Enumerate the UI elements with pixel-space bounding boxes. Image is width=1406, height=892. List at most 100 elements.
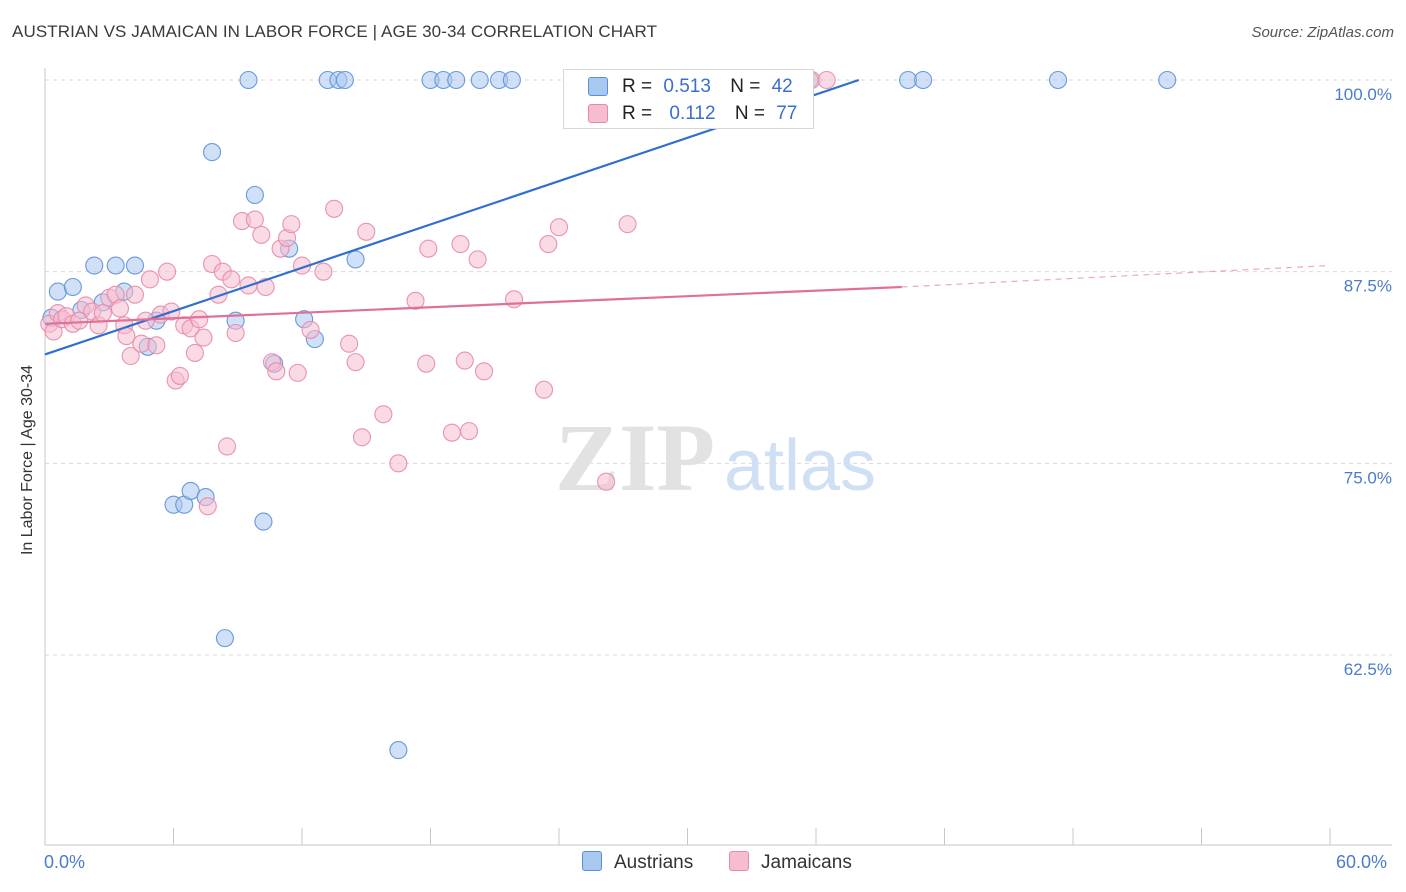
legend-r-value: 0.112	[669, 103, 716, 124]
data-point	[325, 199, 344, 218]
data-point	[618, 215, 637, 234]
data-point	[217, 437, 237, 456]
data-point	[158, 262, 177, 281]
data-point	[226, 323, 245, 343]
data-point	[419, 239, 438, 258]
source-label: Source: ZipAtlas.com	[1251, 24, 1394, 41]
legend-swatch-pink	[588, 104, 608, 123]
data-point	[170, 366, 189, 385]
legend-n-label: N =	[730, 76, 761, 97]
data-point	[451, 235, 470, 254]
y-tick-label: 100.0%	[1334, 85, 1392, 104]
data-point	[125, 256, 144, 275]
data-point	[597, 472, 616, 491]
data-point	[502, 70, 521, 90]
bottom-legend-jamaicans: Jamaicans	[729, 851, 852, 874]
watermark-atlas: atlas	[724, 426, 876, 506]
data-point	[417, 354, 436, 373]
data-point	[106, 256, 125, 275]
legend-r-value: 0.513	[663, 76, 711, 97]
axes	[44, 68, 1392, 846]
data-point	[252, 225, 271, 244]
data-point	[346, 353, 365, 372]
data-point	[389, 741, 408, 760]
data-point	[346, 250, 365, 269]
data-point	[222, 270, 241, 289]
data-point	[468, 250, 487, 269]
data-point	[70, 311, 89, 330]
data-point	[534, 380, 554, 399]
legend-r-label: R =	[622, 76, 653, 97]
legend-n-value: 77	[776, 103, 798, 124]
data-point	[256, 277, 275, 297]
data-point	[110, 299, 130, 318]
data-point	[340, 334, 359, 353]
legend-r-label: R =	[622, 103, 653, 124]
data-point	[470, 70, 489, 90]
stats-legend: R = 0.513 N = 42 R = 0.112 N = 77	[563, 69, 814, 129]
series-jamaicans	[40, 70, 836, 516]
data-point	[314, 262, 333, 281]
data-point	[185, 343, 204, 362]
data-point	[198, 497, 217, 516]
data-point	[147, 336, 166, 355]
data-point	[93, 304, 112, 323]
x-axis-min-label: 0.0%	[44, 852, 86, 872]
data-point	[352, 428, 372, 447]
data-point	[254, 512, 273, 531]
data-point	[121, 346, 140, 366]
data-point	[245, 210, 264, 229]
trend-line-extension	[901, 264, 1331, 288]
data-point	[190, 310, 209, 329]
data-point	[549, 218, 569, 237]
data-point	[239, 70, 258, 90]
y-tick-label: 75.0%	[1344, 468, 1392, 487]
bottom-legend-swatch-blue	[582, 851, 602, 871]
data-point	[301, 320, 320, 339]
data-point	[1158, 70, 1177, 90]
data-point	[215, 629, 234, 648]
data-point	[132, 334, 151, 353]
data-point	[357, 222, 376, 241]
data-point	[406, 291, 425, 310]
bottom-legend-label: Austrians	[614, 852, 694, 873]
data-point	[374, 405, 393, 424]
data-point	[1048, 70, 1068, 90]
gridlines	[45, 79, 1392, 656]
data-point	[389, 454, 408, 473]
x-axis-max-label: 60.0%	[1336, 852, 1388, 872]
data-point	[245, 185, 264, 205]
chart-title: AUSTRIAN VS JAMAICAN IN LABOR FORCE | AG…	[12, 22, 658, 41]
data-point	[267, 362, 286, 381]
data-point	[474, 362, 494, 381]
legend-swatch-blue	[588, 77, 608, 96]
data-point	[140, 270, 159, 289]
data-point	[459, 422, 479, 441]
watermark-zip: ZIP	[555, 404, 715, 511]
y-tick-label: 62.5%	[1344, 660, 1392, 679]
watermark: ZIP atlas	[555, 404, 876, 511]
data-point	[539, 235, 558, 254]
legend-n-label: N =	[734, 103, 765, 124]
data-series	[40, 70, 1177, 760]
data-point	[63, 277, 82, 297]
data-point	[209, 285, 228, 304]
data-point	[203, 143, 222, 162]
bottom-legend-austrians: Austrians	[582, 851, 693, 874]
bottom-legend-swatch-pink	[729, 851, 749, 871]
legend-n-value: 42	[771, 76, 793, 97]
data-point	[335, 70, 354, 90]
data-point	[48, 282, 67, 301]
data-point	[455, 351, 474, 370]
data-point	[914, 70, 933, 90]
data-point	[125, 285, 144, 304]
bottom-legend-label: Jamaicans	[761, 852, 852, 873]
trend-line-jamaicans	[44, 285, 902, 325]
y-tick-labels: 100.0% 87.5% 75.0% 62.5%	[1334, 85, 1392, 679]
data-point	[442, 423, 461, 442]
data-point	[504, 290, 524, 309]
data-point	[288, 363, 307, 382]
data-point	[817, 70, 836, 90]
y-tick-label: 87.5%	[1344, 277, 1392, 296]
